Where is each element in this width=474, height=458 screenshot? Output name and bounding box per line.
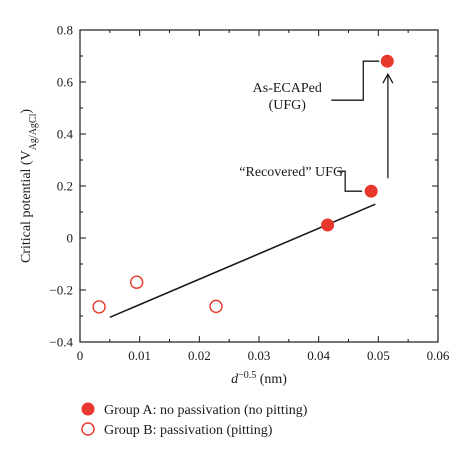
x-tick-label: 0.03 [248, 348, 271, 363]
data-point-group-a [364, 184, 378, 198]
x-axis-title-base: d [231, 372, 239, 387]
legend-marker-group-a [81, 402, 95, 416]
trend-line [109, 203, 376, 319]
annotations: As-ECAPed (UFG) “Recovered” UFG [239, 60, 394, 192]
x-tick-label: 0 [77, 348, 84, 363]
legend: Group A: no passivation (no pitting) Gro… [81, 402, 308, 438]
arrow-head [382, 72, 394, 84]
x-tick-label: 0.01 [128, 348, 151, 363]
plot-border [79, 29, 439, 343]
annotation-recovered-ufg: “Recovered” UFG [239, 165, 343, 180]
x-axis-title-superscript: −0.5 [238, 370, 256, 381]
y-tick-label: −0.4 [49, 335, 73, 350]
y-tick-label: 0 [67, 231, 74, 246]
x-tick-label: 0.05 [367, 348, 390, 363]
x-axis-title: d−0.5 (nm) [231, 370, 287, 388]
x-axis-title-unit: (nm) [256, 372, 287, 387]
y-axis-title-subscript: Ag/AgCl [28, 113, 39, 150]
data-point-group-b [92, 300, 106, 314]
y-axis-title-prefix: Critical potential (V [19, 150, 34, 263]
x-tick-label: 0.06 [427, 348, 450, 363]
y-tick-label: 0.2 [57, 179, 73, 194]
y-axis-title: Critical potential (VAg/AgCl) [19, 109, 39, 263]
annotation-as-ecaped-line2: (UFG) [269, 98, 307, 113]
annotation-as-ecaped-leader [331, 60, 380, 101]
x-axis-ticks: 0 0.01 0.02 0.03 0.04 0.05 0.06 [77, 30, 450, 363]
trend-line-group [109, 203, 376, 319]
y-tick-label: 0.6 [57, 75, 74, 90]
annotation-as-ecaped-line1: As-ECAPed [253, 81, 322, 96]
y-tick-label: −0.2 [49, 283, 73, 298]
plot-frame [79, 29, 439, 343]
legend-label-group-a: Group A: no passivation (no pitting) [104, 403, 308, 418]
x-tick-label: 0.04 [307, 348, 330, 363]
x-tick-label: 0.02 [188, 348, 211, 363]
data-point-group-b [129, 275, 144, 289]
y-axis-ticks: −0.4 −0.2 0 0.2 0.4 0.6 0.8 [49, 23, 438, 350]
data-point-group-b [209, 299, 223, 314]
legend-marker-group-b [81, 422, 95, 436]
y-tick-label: 0.8 [57, 23, 73, 38]
y-axis-title-suffix: ) [19, 109, 34, 114]
data-point-group-a [380, 54, 394, 68]
data-point-group-a [321, 218, 335, 232]
legend-label-group-b: Group B: passivation (pitting) [104, 423, 273, 438]
data-points [92, 54, 394, 314]
y-tick-label: 0.4 [57, 127, 74, 142]
annotation-recovered-leader [337, 170, 363, 192]
